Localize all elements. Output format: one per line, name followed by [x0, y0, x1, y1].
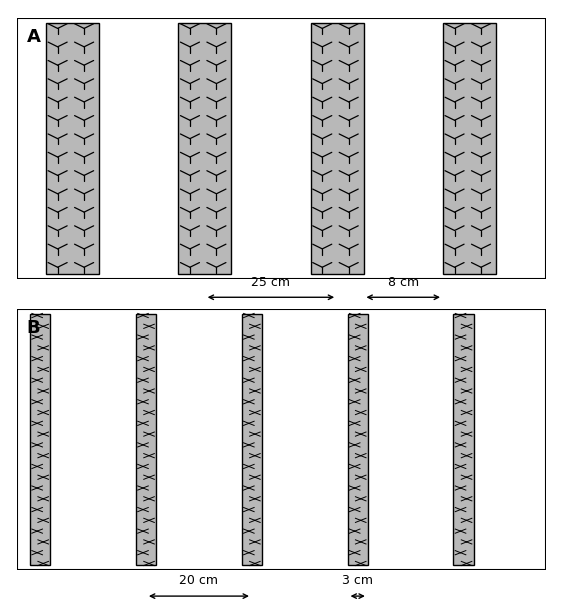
Bar — [311, 23, 364, 274]
Bar — [178, 23, 231, 274]
Text: 8 cm: 8 cm — [388, 277, 419, 289]
Bar — [242, 314, 262, 565]
Text: B: B — [26, 319, 40, 337]
Text: 20 cm: 20 cm — [180, 574, 218, 587]
Text: 3 cm: 3 cm — [342, 574, 373, 587]
Bar — [46, 23, 99, 274]
Bar — [454, 314, 473, 565]
Text: A: A — [26, 28, 41, 46]
Bar — [136, 314, 156, 565]
Bar — [348, 314, 368, 565]
Bar — [30, 314, 50, 565]
Bar — [443, 23, 496, 274]
Text: 25 cm: 25 cm — [252, 277, 291, 289]
